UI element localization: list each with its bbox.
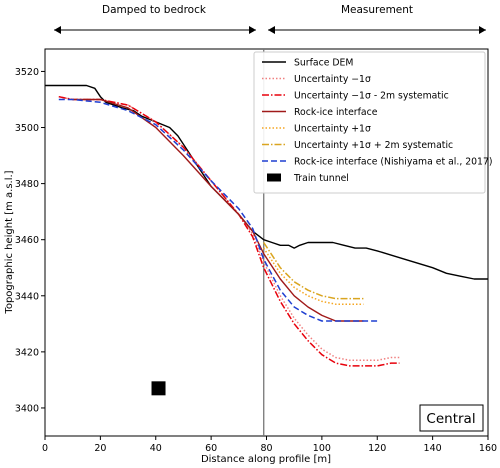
y-axis-ticks: 3400 3420 3440 3460 3480 3500 3520 [15, 67, 45, 414]
legend-label: Uncertainty −1σ - 2m systematic [294, 91, 449, 102]
x-axis-ticks: 0 20 40 60 80 100 120 140 160 [42, 436, 497, 454]
legend-label: Uncertainty +1σ + 2m systematic [294, 140, 453, 151]
train-tunnel-marker [151, 381, 166, 396]
annotation-right: Measurement [268, 4, 486, 34]
x-tick-label: 160 [479, 443, 497, 454]
annotation-left-label: Damped to bedrock [102, 4, 207, 16]
x-tick-label: 100 [313, 443, 331, 454]
annotation-right-label: Measurement [341, 4, 413, 16]
x-tick-label: 140 [424, 443, 442, 454]
y-tick-label: 3400 [15, 403, 39, 414]
panel-label: Central [426, 411, 475, 427]
series-line-2 [58, 95, 400, 367]
annotation-right-arrowhead-right [479, 26, 486, 34]
series-line-6 [58, 98, 378, 322]
legend-label: Rock-ice interface (Nishiyama et al., 20… [294, 157, 493, 168]
series-line-4 [263, 247, 364, 305]
x-tick-label: 40 [150, 443, 162, 454]
y-tick-label: 3420 [15, 347, 39, 358]
y-tick-label: 3440 [15, 291, 39, 302]
legend-swatch [267, 173, 281, 182]
legend: Surface DEM Uncertainty −1σ Uncertainty −1… [253, 51, 493, 194]
legend-label: Train tunnel [293, 173, 349, 184]
legend-box [253, 51, 486, 194]
y-tick-label: 3500 [15, 123, 39, 134]
panel-label-box: Central [419, 404, 484, 432]
legend-label: Surface DEM [294, 58, 353, 69]
y-tick-label: 3460 [15, 235, 39, 246]
x-tick-label: 20 [94, 443, 106, 454]
y-tick-label: 3520 [15, 67, 39, 78]
legend-label: Uncertainty +1σ [294, 124, 371, 135]
y-tick-label: 3480 [15, 179, 39, 190]
annotation-left: Damped to bedrock [54, 4, 256, 34]
y-axis-label: Topographic height [m a.s.l.] [4, 170, 15, 314]
legend-label: Rock-ice interface [294, 107, 378, 118]
annotation-right-arrowhead-left [268, 26, 275, 34]
legend-items: Surface DEM Uncertainty −1σ Uncertainty −1… [262, 58, 493, 184]
x-tick-label: 60 [205, 443, 217, 454]
panel-label-frame [419, 404, 484, 432]
x-axis-label: Distance along profile [m] [201, 454, 331, 465]
annotation-left-arrowhead-right [249, 26, 256, 34]
x-tick-label: 0 [42, 443, 48, 454]
x-tick-label: 80 [260, 443, 272, 454]
annotation-left-arrowhead-left [54, 26, 61, 34]
legend-label: Uncertainty −1σ [294, 74, 371, 85]
x-tick-label: 120 [368, 443, 386, 454]
series-group [45, 84, 488, 396]
series-line-5 [263, 242, 364, 300]
